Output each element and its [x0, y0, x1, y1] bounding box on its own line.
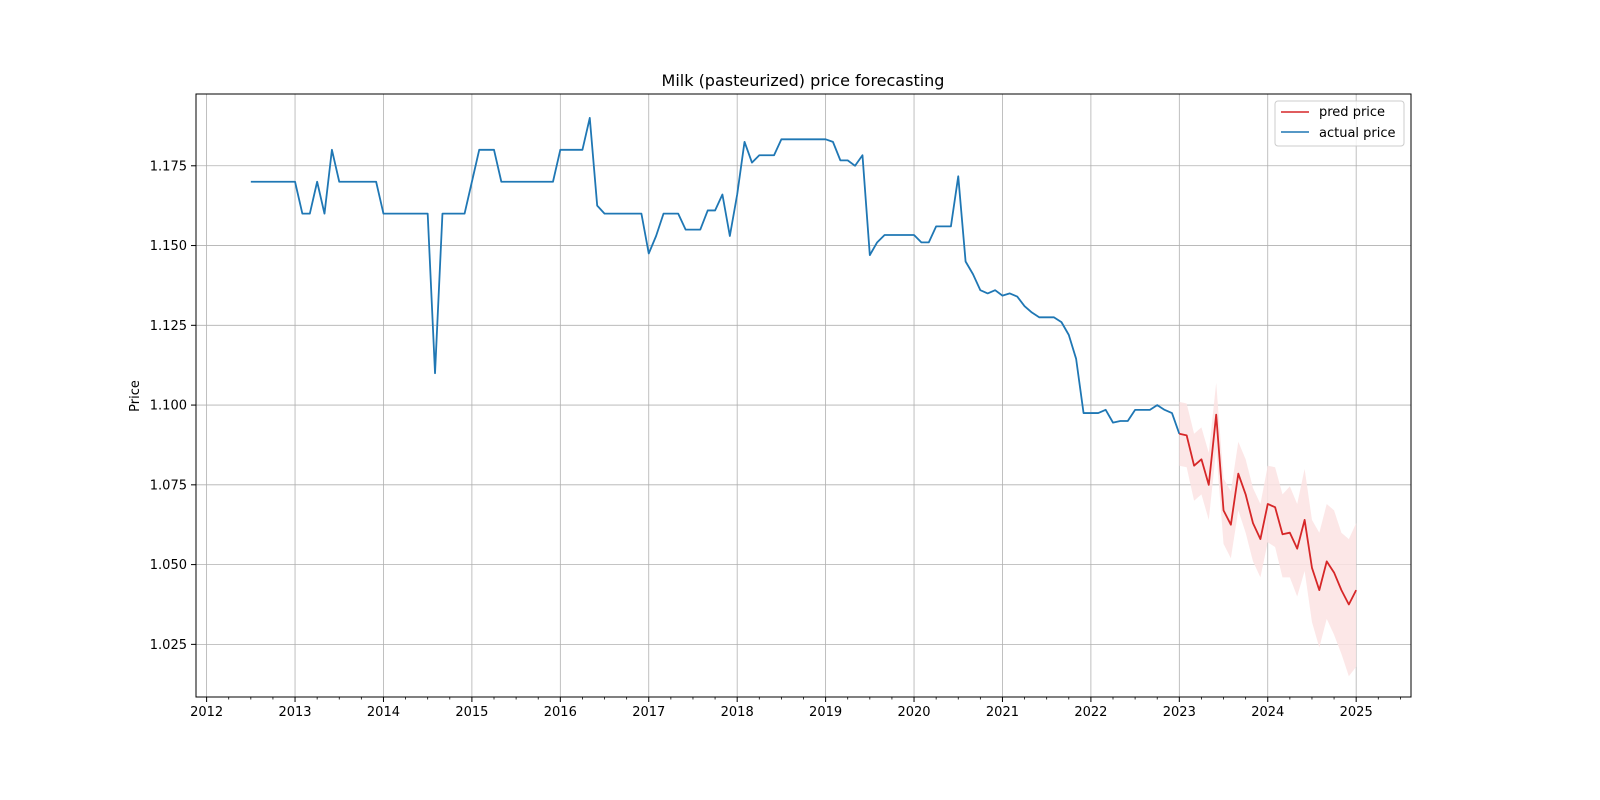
chart-title: Milk (pasteurized) price forecasting — [662, 71, 945, 90]
y-tick-label: 1.050 — [150, 558, 187, 573]
pred-confidence-band — [1179, 382, 1357, 677]
confidence-band — [1179, 382, 1357, 677]
y-tick-label: 1.100 — [150, 399, 187, 414]
y-axis-label: Price — [128, 380, 143, 412]
x-tick-label: 2020 — [897, 705, 930, 720]
legend: pred price actual price — [1274, 100, 1405, 147]
y-tick-label: 1.150 — [150, 239, 187, 254]
y-tick-label: 1.125 — [150, 319, 187, 334]
actual-price-line — [250, 117, 1181, 435]
pred-price-line — [1179, 413, 1357, 606]
legend-pred-label: pred price — [1319, 105, 1385, 120]
series-lines — [250, 117, 1357, 606]
y-tick-label: 1.175 — [150, 159, 187, 174]
x-tick-label: 2013 — [278, 705, 311, 720]
y-axis: 1.025 1.050 1.075 1.100 1.125 1.150 1.175 — [150, 159, 196, 653]
x-tick-label: 2021 — [986, 705, 1019, 720]
x-tick-label: 2016 — [544, 705, 577, 720]
x-tick-label: 2025 — [1340, 705, 1373, 720]
x-tick-label: 2014 — [367, 705, 400, 720]
x-axis: 2012 2013 2014 2015 2016 2017 2018 2019 2020 2021… — [190, 697, 1401, 720]
y-tick-label: 1.075 — [150, 478, 187, 493]
legend-actual-label: actual price — [1319, 126, 1396, 141]
x-tick-label: 2018 — [721, 705, 754, 720]
x-tick-label: 2024 — [1251, 705, 1284, 720]
x-tick-label: 2022 — [1074, 705, 1107, 720]
grid — [196, 94, 1411, 697]
x-tick-label: 2015 — [455, 705, 488, 720]
y-tick-label: 1.025 — [150, 638, 187, 653]
x-tick-label: 2012 — [190, 705, 223, 720]
x-tick-label: 2017 — [632, 705, 665, 720]
x-tick-label: 2019 — [809, 705, 842, 720]
x-tick-label: 2023 — [1163, 705, 1196, 720]
